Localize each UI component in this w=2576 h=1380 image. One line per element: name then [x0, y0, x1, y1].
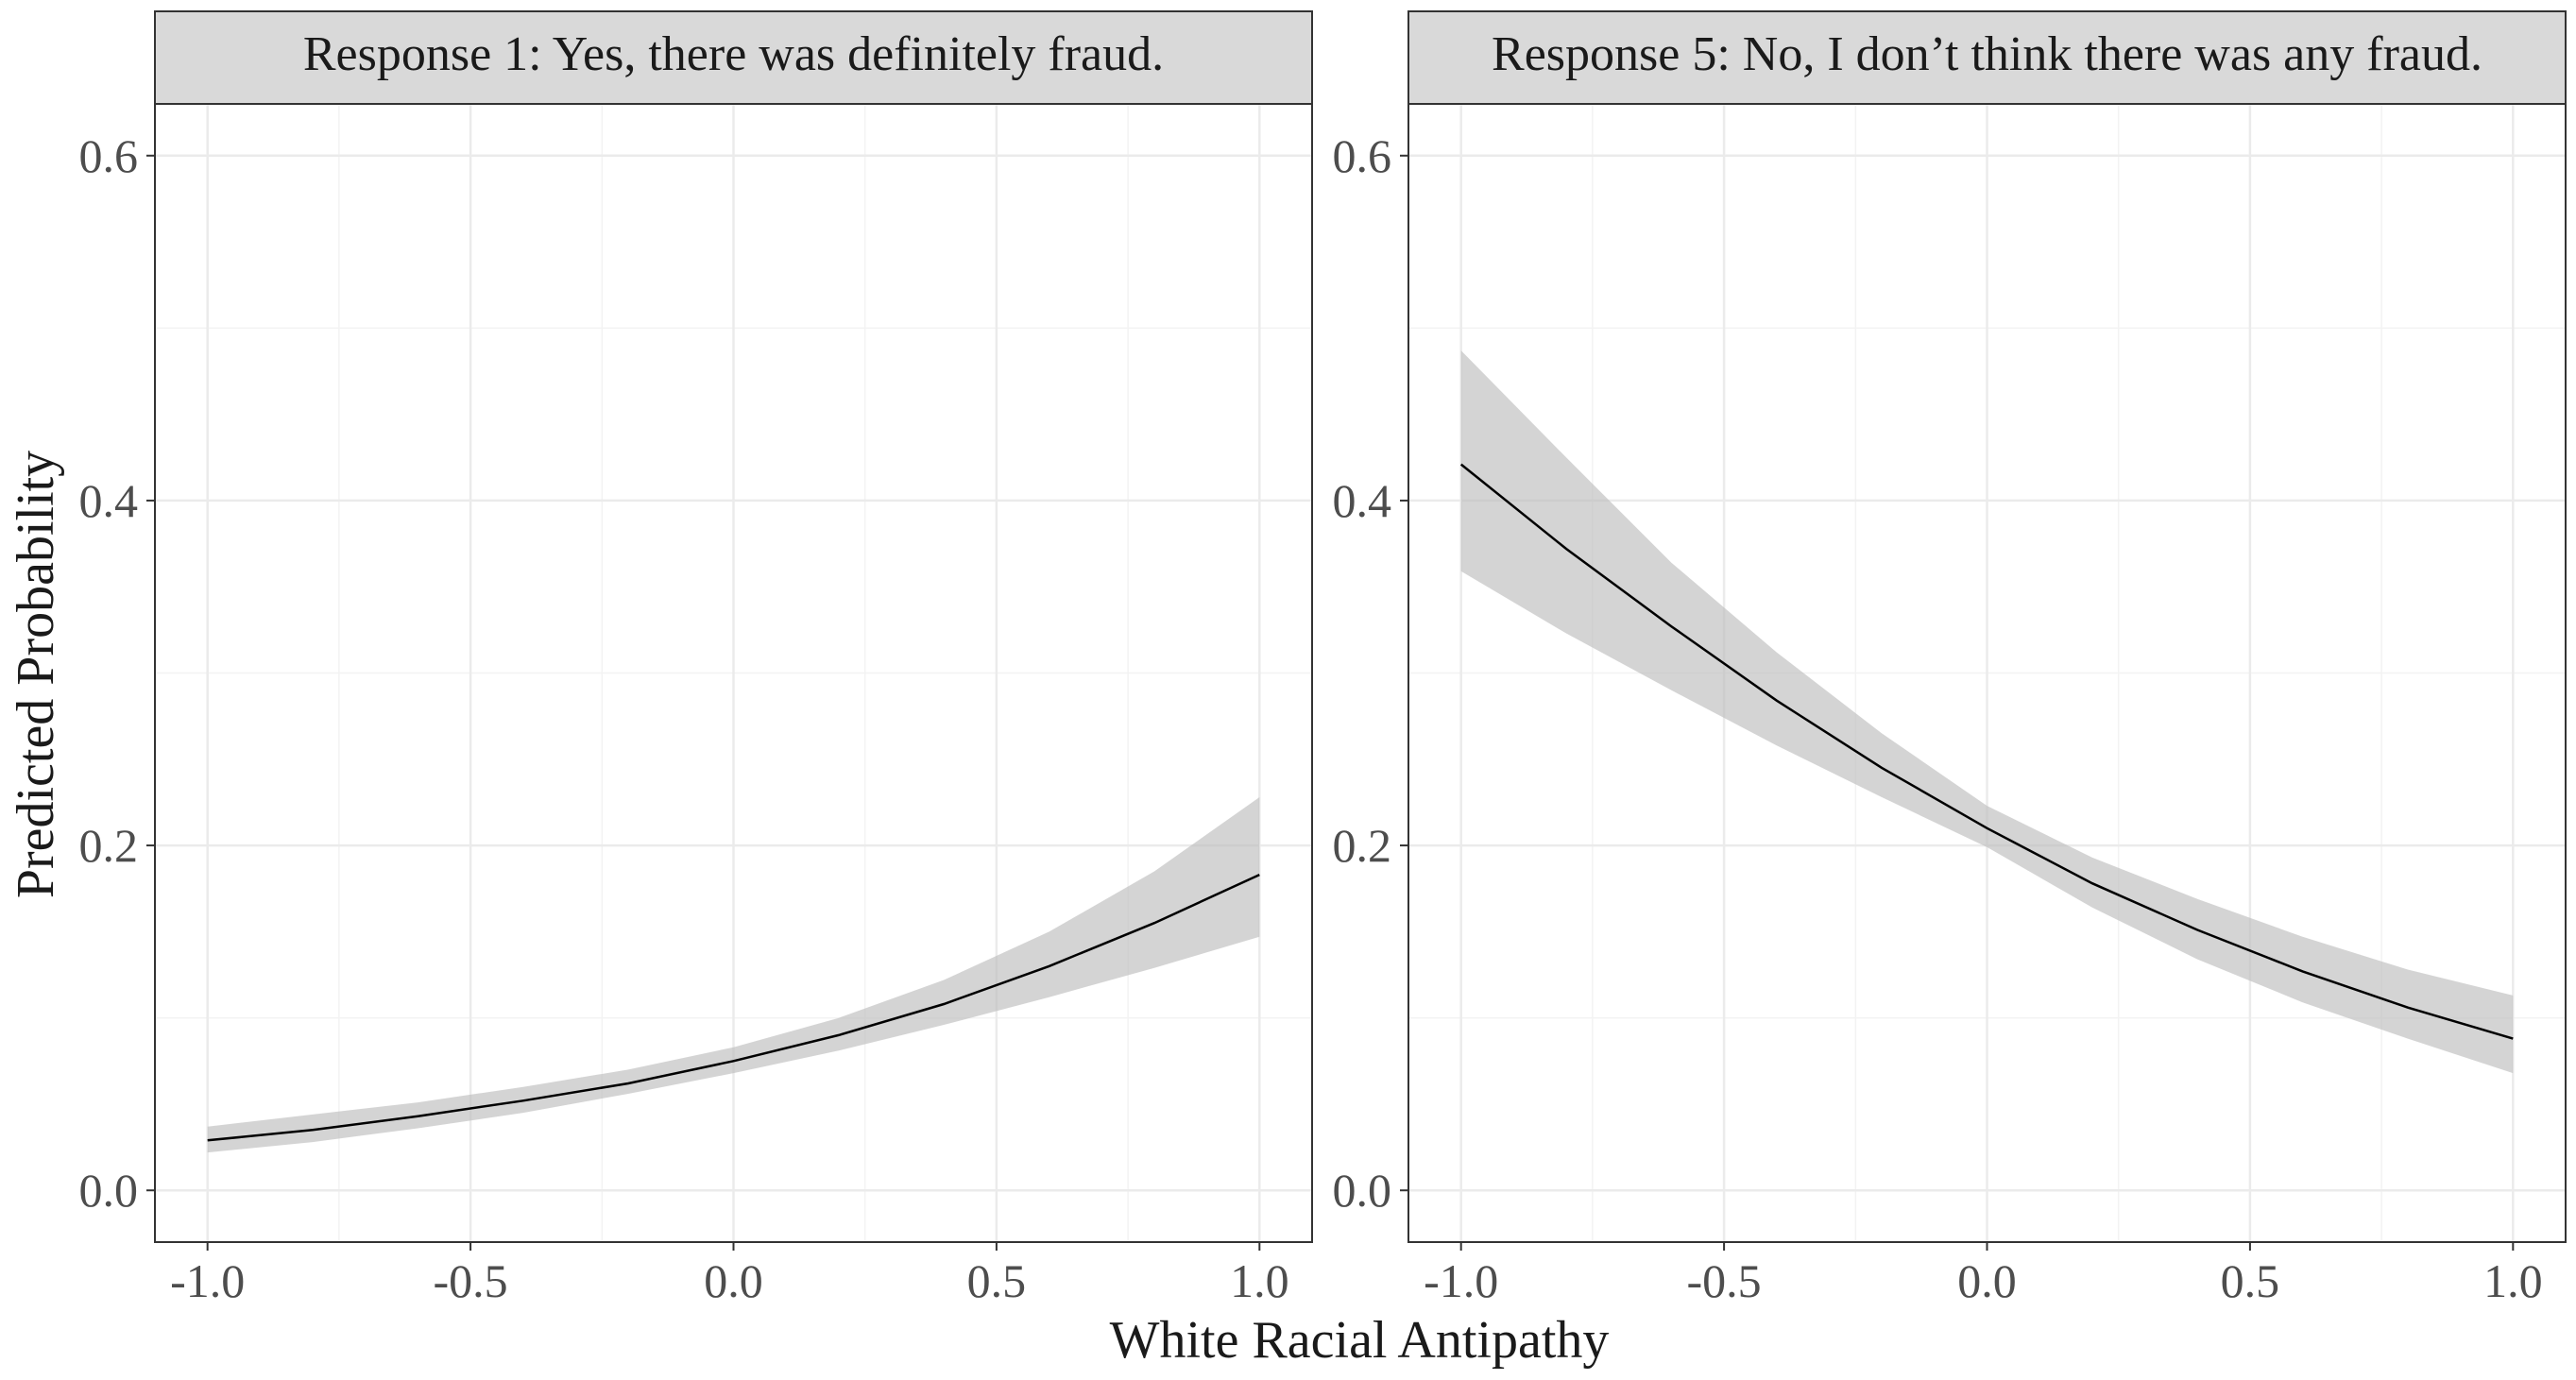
facet-title: Response 1: Yes, there was definitely fr…: [303, 27, 1164, 81]
confidence-band: [207, 797, 1260, 1153]
x-tick-label: 0.0: [704, 1254, 763, 1307]
x-axis-title: White Racial Antipathy: [1110, 1311, 1610, 1370]
y-tick-label: 0.4: [79, 474, 139, 527]
facet-strip: [1407, 10, 2567, 105]
x-tick-label: 0.0: [1957, 1254, 2017, 1307]
x-tick-label: 1.0: [1230, 1254, 1289, 1307]
panel-response-1: Response 1: Yes, there was definitely fr…: [79, 10, 1313, 1307]
x-tick-label: 0.5: [967, 1254, 1027, 1307]
x-tick-label: 1.0: [2483, 1254, 2543, 1307]
y-tick-label: 0.4: [1333, 474, 1392, 527]
y-tick-label: 0.6: [1333, 129, 1392, 182]
predicted-probability-line: [1459, 463, 2514, 1040]
predicted-probability-line: [207, 873, 1260, 1142]
y-tick-label: 0.2: [79, 819, 139, 872]
y-tick-label: 0.0: [79, 1164, 139, 1217]
facet-title: Response 5: No, I don’t think there was …: [1492, 27, 2482, 81]
x-tick-label: 0.5: [2221, 1254, 2280, 1307]
y-tick-label: 0.0: [1333, 1164, 1392, 1217]
panel-response-5: Response 5: No, I don’t think there was …: [1333, 10, 2567, 1307]
x-tick-label: -1.0: [1424, 1254, 1498, 1307]
x-tick-label: -1.0: [170, 1254, 245, 1307]
x-tick-label: -0.5: [434, 1254, 508, 1307]
y-tick-label: 0.2: [1333, 819, 1392, 872]
y-axis-title: Predicted Probability: [7, 451, 65, 898]
confidence-band: [1460, 350, 2514, 1074]
facet-strip: [154, 10, 1313, 105]
y-tick-label: 0.6: [79, 129, 139, 182]
x-tick-label: -0.5: [1687, 1254, 1762, 1307]
